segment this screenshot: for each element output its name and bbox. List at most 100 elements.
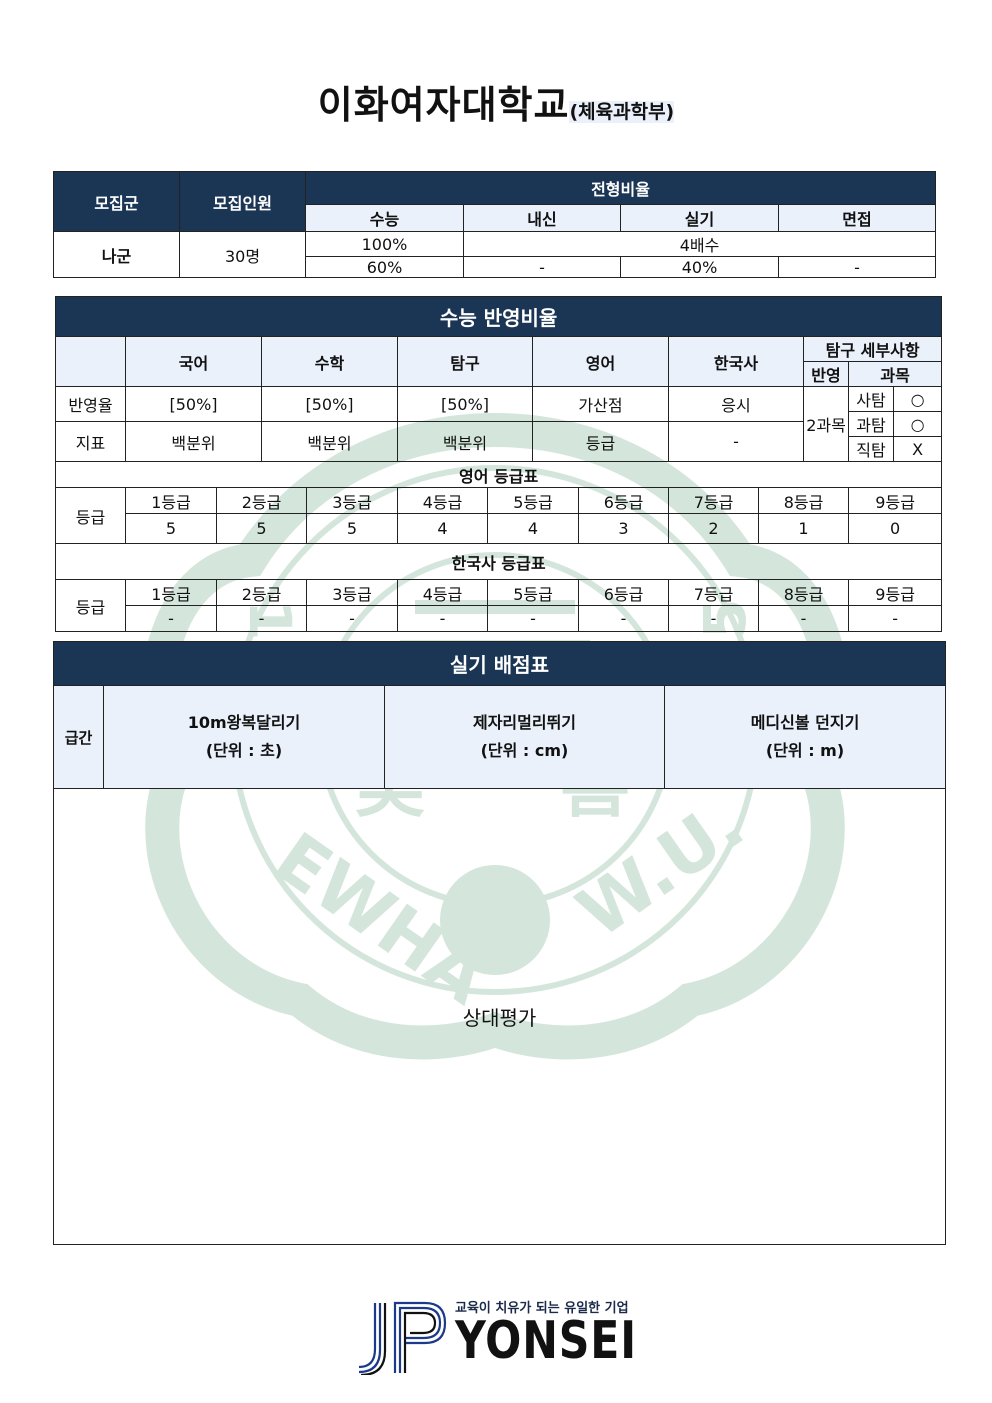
grade-cell: 6등급 bbox=[578, 487, 669, 514]
subject-header: 과목 bbox=[847, 361, 943, 387]
reflect-header: 반영 bbox=[803, 361, 849, 387]
rate-korhist: 응시 bbox=[668, 386, 804, 422]
quota-value: 30명 bbox=[179, 231, 306, 278]
event-unit: (단위 : m) bbox=[765, 741, 845, 760]
ratio-header: 전형비율 bbox=[304, 171, 937, 205]
stage2-silgi: 40% bbox=[620, 256, 779, 278]
index-korhist: - bbox=[668, 421, 804, 462]
admission-table: 모집군 모집인원 전형비율 수능 내신 실기 면접 나군 30명 100% 4배… bbox=[53, 171, 937, 278]
korhist-score: - bbox=[758, 605, 849, 632]
svg-text:JP: JP bbox=[414, 1368, 418, 1370]
grade-cell: 8등급 bbox=[758, 487, 849, 514]
event-name: 메디신볼 던지기 bbox=[750, 713, 860, 732]
index-math: 백분위 bbox=[261, 421, 398, 462]
korhist-score: - bbox=[125, 605, 217, 632]
event-unit: (단위 : cm) bbox=[480, 741, 569, 760]
grade-cell: 2등급 bbox=[216, 487, 307, 514]
rate-label: 반영율 bbox=[55, 386, 126, 422]
subject-english: 영어 bbox=[532, 336, 669, 387]
stage1-multiple: 4배수 bbox=[462, 231, 937, 257]
detail-mark: ○ bbox=[892, 411, 943, 437]
level-header: 급간 bbox=[53, 685, 104, 789]
index-english: 등급 bbox=[532, 421, 669, 462]
logo-tagline: 교육이 치유가 되는 유일한 기업 bbox=[455, 1301, 629, 1316]
university-name: 이화여자대학교 bbox=[317, 83, 570, 127]
quota-header: 모집인원 bbox=[179, 171, 306, 232]
detail-mark: ○ bbox=[892, 386, 943, 412]
detail-name: 직탐 bbox=[848, 436, 894, 462]
event-name: 제자리멀리뛰기 bbox=[472, 713, 577, 732]
rate-english: 가산점 bbox=[532, 386, 669, 422]
korhist-grade-label: 등급 bbox=[55, 579, 126, 632]
jp-mark-icon: JP bbox=[358, 1301, 447, 1375]
grade-cell: 9등급 bbox=[847, 487, 943, 514]
english-grade-title: 영어 등급표 bbox=[54, 461, 943, 488]
grade-cell: 4등급 bbox=[397, 487, 488, 514]
group-header: 모집군 bbox=[53, 171, 180, 232]
english-score: 5 bbox=[216, 513, 307, 544]
suneung-table: 수능 반영비율 국어 수학 탐구 영어 한국사 탐구 세부사항 반영 과목 반영… bbox=[54, 296, 943, 632]
grade-cell: 1등급 bbox=[125, 487, 217, 514]
grade-cell: 3등급 bbox=[306, 487, 398, 514]
grade-cell: 4등급 bbox=[397, 579, 488, 606]
english-score: 4 bbox=[397, 513, 488, 544]
inquiry-detail-header: 탐구 세부사항 bbox=[802, 336, 943, 362]
event-name: 10m왕복달리기 bbox=[187, 713, 301, 732]
stage2-suneung: 60% bbox=[305, 256, 464, 278]
ratio-col-suneung: 수능 bbox=[305, 204, 464, 232]
english-score: 3 bbox=[578, 513, 669, 544]
practical-title: 실기 배점표 bbox=[52, 641, 947, 686]
suneung-corner bbox=[55, 336, 126, 387]
event-unit: (단위 : 초) bbox=[205, 741, 283, 760]
korhist-score: - bbox=[216, 605, 307, 632]
grade-cell: 7등급 bbox=[668, 487, 759, 514]
relative-eval-note: 상대평가 bbox=[462, 1006, 537, 1030]
index-korean: 백분위 bbox=[125, 421, 262, 462]
page-title: 이화여자대학교(체육과학부) bbox=[0, 74, 992, 129]
event-header: 메디신볼 던지기 (단위 : m) bbox=[663, 685, 947, 789]
detail-name: 과탐 bbox=[848, 411, 894, 437]
grade-cell: 7등급 bbox=[668, 579, 759, 606]
grade-cell: 2등급 bbox=[216, 579, 307, 606]
subject-math: 수학 bbox=[261, 336, 398, 387]
subject-inquiry: 탐구 bbox=[397, 336, 533, 387]
english-score: 4 bbox=[487, 513, 579, 544]
relative-eval-cell: 상대평가 bbox=[52, 788, 947, 1245]
korhist-score: - bbox=[578, 605, 669, 632]
grade-cell: 1등급 bbox=[125, 579, 217, 606]
reflect-value: 2과목 bbox=[803, 386, 849, 462]
grade-cell: 8등급 bbox=[758, 579, 849, 606]
grade-cell: 5등급 bbox=[487, 579, 579, 606]
english-score: 2 bbox=[668, 513, 759, 544]
logo-wordmark: YONSEI bbox=[455, 1311, 637, 1371]
grade-cell: 9등급 bbox=[847, 579, 943, 606]
korhist-score: - bbox=[487, 605, 579, 632]
suneung-title: 수능 반영비율 bbox=[54, 296, 943, 337]
subject-korhist: 한국사 bbox=[668, 336, 804, 387]
ratio-col-silgi: 실기 bbox=[620, 204, 779, 232]
subject-korean: 국어 bbox=[125, 336, 262, 387]
korhist-score: - bbox=[397, 605, 488, 632]
department-name: (체육과학부) bbox=[569, 101, 675, 123]
korhist-score: - bbox=[306, 605, 398, 632]
event-header: 제자리멀리뛰기 (단위 : cm) bbox=[384, 685, 665, 789]
english-grade-label: 등급 bbox=[55, 487, 126, 544]
korhist-score: - bbox=[847, 605, 943, 632]
event-header: 10m왕복달리기 (단위 : 초) bbox=[103, 685, 385, 789]
index-label: 지표 bbox=[55, 421, 126, 462]
rate-math: [50%] bbox=[261, 386, 398, 422]
ratio-col-interview: 면접 bbox=[777, 204, 937, 232]
korhist-score: - bbox=[668, 605, 759, 632]
stage2-naesin: - bbox=[463, 256, 621, 278]
detail-name: 사탐 bbox=[848, 386, 894, 412]
english-score: 5 bbox=[125, 513, 217, 544]
english-score: 0 bbox=[847, 513, 943, 544]
detail-mark: X bbox=[892, 436, 943, 462]
korhist-grade-title: 한국사 등급표 bbox=[54, 543, 943, 580]
group-value: 나군 bbox=[53, 231, 180, 278]
index-inquiry: 백분위 bbox=[397, 421, 533, 462]
rate-korean: [50%] bbox=[125, 386, 262, 422]
grade-cell: 5등급 bbox=[487, 487, 579, 514]
grade-cell: 6등급 bbox=[578, 579, 669, 606]
stage2-interview: - bbox=[777, 256, 937, 278]
